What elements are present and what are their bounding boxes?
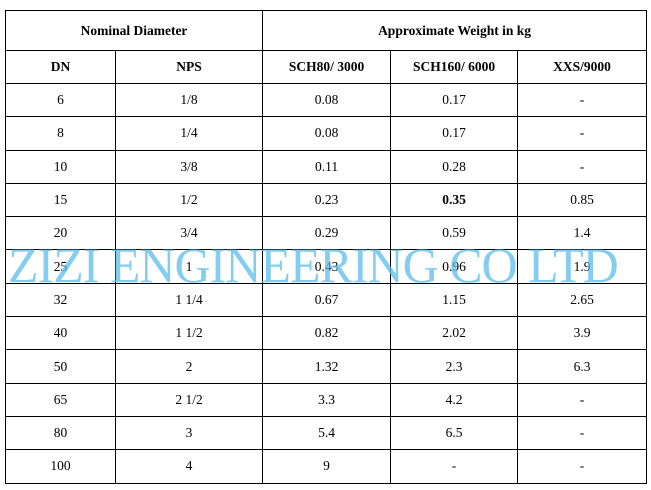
table-cell: - (517, 116, 648, 151)
table-cell: 1/2 (114, 182, 264, 218)
table-cell: 100 (5, 449, 116, 484)
table-cell: 1 1/2 (114, 316, 264, 351)
table-cell: 3.3 (262, 382, 392, 417)
table-cell: 1/8 (114, 82, 264, 118)
table-cell: 2.3 (390, 349, 519, 384)
table-cell: 1 (114, 249, 264, 284)
table-cell: 80 (5, 415, 116, 451)
table-cell: 0.29 (262, 216, 392, 251)
table-cell: - (517, 415, 648, 451)
table-row: 10 3/8 0.11 0.28- (5, 149, 648, 184)
table-cell: 1.32 (262, 349, 392, 384)
table-cell: 0.67 (262, 282, 392, 318)
table-cell: 1/4 (114, 116, 264, 151)
table-cell: 65 (5, 382, 116, 417)
table-cell: 1.9 (517, 249, 648, 284)
table-cell: 6.3 (517, 349, 648, 384)
table-cell: 15 (5, 182, 116, 218)
table-cell: 1.15 (390, 282, 519, 318)
table-cell: 0.08 (262, 82, 392, 118)
table-cell: 1.4 (517, 216, 648, 251)
table-cell: - (517, 449, 648, 484)
table-cell: 2.65 (517, 282, 648, 318)
table-row: 15 1/2 0.23 0.35 0.85 (5, 182, 648, 218)
table-cell: 3.9 (517, 316, 648, 351)
table-cell: 4.2 (390, 382, 519, 417)
table-cell: 0.82 (262, 316, 392, 351)
table-cell: 20 (5, 216, 116, 251)
table-cell: 5.4 (262, 415, 392, 451)
table-cell: 0.43 (262, 249, 392, 284)
table-cell: 2 1/2 (114, 382, 264, 417)
table-cell: 2 (114, 349, 264, 384)
table-cell: 8 (5, 116, 116, 151)
table-row: 40 1 1/2 0.82 2.02 3.9 (5, 316, 648, 351)
table-row: 50 2 1.32 2.3 6.3 (5, 349, 648, 384)
column-header: SCH160/ 6000 (390, 50, 519, 84)
table-cell: 40 (5, 316, 116, 351)
table-cell: 9 (262, 449, 392, 484)
table-cell: - (517, 82, 648, 118)
table-cell: 0.11 (262, 149, 392, 184)
table-cell: 0.23 (262, 182, 392, 218)
table-cell: 4 (114, 449, 264, 484)
table-cell: - (390, 449, 519, 484)
column-header: SCH80/ 3000 (262, 50, 392, 84)
table-row: 8 1/4 0.08 0.17- (5, 116, 648, 151)
column-header: XXS/9000 (517, 50, 648, 84)
table-body: 6 1/8 0.08 0.17-8 1/4 0.08 0.17-10 3/8 0.11 0.28-… (5, 82, 648, 484)
table-cell: 6 (5, 82, 116, 118)
column-header: DN (5, 50, 116, 84)
group-header: Approximate Weight in kg (262, 10, 648, 51)
table-row: 20 3/4 0.29 0.59 1.4 (5, 216, 648, 251)
table-cell: 32 (5, 282, 116, 318)
header-row: DN NPS SCH80/ 3000 SCH160/ 6000 XXS/9000 (5, 50, 648, 84)
table-cell: 50 (5, 349, 116, 384)
group-header: Nominal Diameter (4, 10, 264, 51)
table-row: 25 1 0.43 0.96 1.9 (5, 249, 648, 284)
table-cell: 0.08 (262, 116, 392, 151)
table-row: 65 2 1/2 3.3 4.2- (5, 382, 648, 417)
table-cell: 2.02 (390, 316, 519, 351)
table-cell: 3/4 (114, 216, 264, 251)
table-cell: 3 (114, 415, 264, 451)
table-cell: - (517, 149, 648, 184)
table-cell: 0.85 (517, 182, 648, 218)
table-cell: 10 (5, 149, 116, 184)
weight-table: Nominal Diameter Approximate Weight in k… (4, 10, 648, 484)
table-row: 80 3 5.4 6.5- (5, 415, 648, 451)
table-row: 100 4 9- - (5, 449, 648, 484)
table-cell: 1 1/4 (114, 282, 264, 318)
group-header-row: Nominal Diameter Approximate Weight in k… (4, 10, 648, 51)
table-cell: 0.59 (390, 216, 519, 251)
table-cell: - (517, 382, 648, 417)
table-cell: 0.35 (390, 182, 519, 218)
table-row: 32 1 1/4 0.67 1.15 2.65 (5, 282, 648, 318)
table-cell: 0.17 (390, 116, 519, 151)
table-cell: 25 (5, 249, 116, 284)
table-row: 6 1/8 0.08 0.17- (5, 82, 648, 118)
column-header: NPS (114, 50, 264, 84)
table-cell: 0.28 (390, 149, 519, 184)
table-cell: 3/8 (114, 149, 264, 184)
table-cell: 0.96 (390, 249, 519, 284)
table-cell: 0.17 (390, 82, 519, 118)
table-cell: 6.5 (390, 415, 519, 451)
